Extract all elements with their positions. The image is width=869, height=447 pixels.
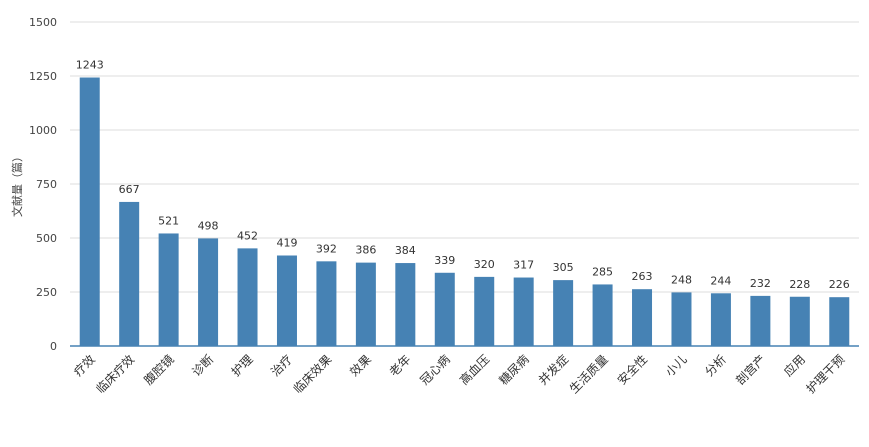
category-label: 高血压 <box>456 352 492 388</box>
data-label: 285 <box>592 265 613 278</box>
bar[interactable] <box>395 263 416 346</box>
data-label: 392 <box>316 242 337 255</box>
bar[interactable] <box>434 272 455 346</box>
bar[interactable] <box>316 261 337 346</box>
category-label: 临床疗效 <box>93 352 138 397</box>
y-tick-label: 1000 <box>29 124 57 137</box>
data-label: 226 <box>829 278 850 291</box>
data-label: 1243 <box>76 59 104 72</box>
y-axis-title: 文献量（篇） <box>10 151 24 217</box>
data-labels: 1243 667 521 498 452 419 392 386 384 339 320 317 305… <box>76 59 850 292</box>
category-label: 小儿 <box>663 352 690 379</box>
bar[interactable] <box>237 248 258 346</box>
bar[interactable] <box>198 238 219 346</box>
data-label: 244 <box>710 274 731 287</box>
data-label: 305 <box>553 261 574 274</box>
data-label: 521 <box>158 214 179 227</box>
bar[interactable] <box>829 297 850 346</box>
data-label: 320 <box>474 258 495 271</box>
y-tick-label: 0 <box>50 340 57 353</box>
data-label: 263 <box>632 270 653 283</box>
data-label: 339 <box>434 254 455 267</box>
gridlines <box>70 21 859 293</box>
y-tick-label: 250 <box>36 286 57 299</box>
category-label: 老年 <box>387 352 414 379</box>
category-label: 生活质量 <box>567 352 611 396</box>
bar[interactable] <box>632 289 653 346</box>
bar[interactable] <box>355 262 376 346</box>
data-label: 248 <box>671 273 692 286</box>
category-label: 临床效果 <box>290 352 335 397</box>
bar[interactable] <box>750 295 771 346</box>
category-label: 效果 <box>346 352 374 380</box>
y-tick-label: 1250 <box>29 70 57 83</box>
data-label: 384 <box>395 244 416 257</box>
category-label: 冠心病 <box>417 352 453 388</box>
bar[interactable] <box>276 255 297 346</box>
data-label: 317 <box>513 259 534 272</box>
bar[interactable] <box>79 77 100 347</box>
category-label: 护理干预 <box>804 352 848 396</box>
category-label: 并发症 <box>535 352 571 388</box>
data-label: 419 <box>276 236 297 249</box>
bar[interactable] <box>789 296 810 346</box>
bar[interactable] <box>513 277 534 346</box>
category-label: 腹腔镜 <box>141 352 177 388</box>
bar[interactable] <box>671 292 692 346</box>
category-label: 疗效 <box>70 352 98 380</box>
data-label: 498 <box>198 219 219 232</box>
bar[interactable] <box>119 201 140 346</box>
y-tick-label: 1500 <box>29 16 57 29</box>
bar[interactable] <box>553 280 574 346</box>
category-label: 护理 <box>229 352 256 379</box>
data-label: 228 <box>789 278 810 291</box>
bar[interactable] <box>474 276 495 346</box>
category-label: 治疗 <box>268 352 295 379</box>
y-tick-label: 500 <box>36 232 57 245</box>
category-labels: 疗效临床疗效 腹腔镜 诊断 护理 治疗临床效果 效果 老年 冠心病 高血压 糖尿病 并发症生活质量安… <box>70 352 847 397</box>
data-label: 667 <box>119 183 140 196</box>
category-label: 应用 <box>780 352 808 380</box>
data-label: 386 <box>355 244 376 257</box>
y-tick-label: 750 <box>36 178 57 191</box>
category-label: 剖宫产 <box>732 352 768 388</box>
y-axis-ticks: 0 250 500 750 1000 1250 1500 <box>29 16 57 353</box>
data-label: 232 <box>750 277 771 290</box>
category-label: 糖尿病 <box>496 352 532 388</box>
category-label: 分析 <box>702 352 729 379</box>
category-label: 安全性 <box>614 352 650 388</box>
bars <box>79 77 850 347</box>
bar[interactable] <box>158 233 179 346</box>
bar[interactable] <box>710 293 731 346</box>
data-label: 452 <box>237 229 258 242</box>
category-label: 诊断 <box>189 352 217 380</box>
bar[interactable] <box>592 284 613 346</box>
